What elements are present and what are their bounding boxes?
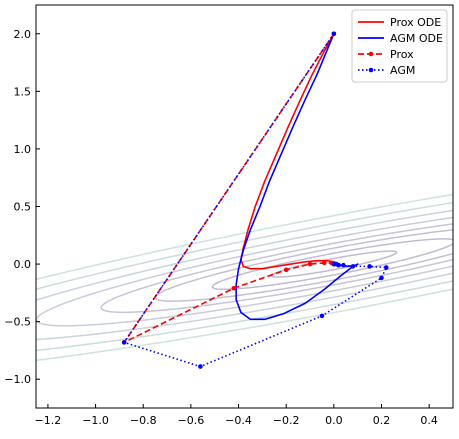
contour-level-6 [36, 209, 453, 341]
legend: Prox ODE AGM ODE Prox AGM [351, 9, 448, 83]
y-tick-label: −0.5 [4, 316, 31, 329]
series-point-agm [121, 340, 127, 345]
y-axis: −1.0 −0.5 0.0 0.5 1.0 1.5 2.0 [4, 28, 40, 386]
legend-label-agm: AGM [390, 64, 415, 77]
x-tick-label: −0.2 [273, 414, 300, 427]
legend-label-agm-ode: AGM ODE [390, 32, 443, 45]
x-tick-label: 0.4 [420, 414, 438, 427]
contour-level-4 [100, 223, 453, 314]
x-tick-label: −0.6 [178, 414, 205, 427]
x-tick-label: −0.8 [130, 414, 157, 427]
series-point-agm [198, 364, 203, 369]
series-point-agm [341, 262, 346, 268]
series-point-agm [367, 264, 372, 269]
series-point-agm [383, 265, 389, 270]
contour-level-3 [154, 229, 453, 302]
contour-lines [36, 193, 453, 362]
y-tick-label: 1.5 [14, 85, 32, 98]
series-line-agm [123, 33, 388, 368]
legend-label-prox: Prox [390, 48, 414, 61]
y-tick-label: −1.0 [4, 373, 31, 386]
series-point-prox [307, 261, 313, 267]
x-tick-label: −0.4 [225, 414, 252, 427]
legend-label-prox-ode: Prox ODE [390, 16, 441, 29]
series-line-agm-ode [235, 33, 359, 321]
y-tick-label: 0.0 [14, 258, 32, 271]
series-point-prox [283, 267, 289, 273]
x-tick-label: −1.0 [82, 414, 109, 427]
series-line-prox-ode [240, 33, 338, 270]
series-point-agm [331, 261, 337, 267]
x-tick-label: −1.2 [35, 414, 62, 427]
legend-marker-agm [368, 67, 374, 73]
series-point-agm [350, 264, 356, 269]
series-point-agm [379, 275, 384, 281]
series-point-agm [319, 313, 325, 319]
contour-level-8 [36, 193, 453, 362]
contour-level-7 [36, 201, 453, 352]
series-layer [121, 31, 389, 369]
legend-box [351, 9, 448, 83]
contour-level-1 [270, 250, 398, 278]
y-tick-label: 0.5 [14, 201, 32, 214]
series-point-prox [231, 285, 237, 291]
x-tick-label: 0.0 [325, 414, 343, 427]
series-point-prox [322, 260, 327, 266]
contour-level-2 [211, 238, 453, 291]
y-tick-label: 2.0 [14, 28, 32, 41]
x-axis: −1.2 −1.0 −0.8 −0.6 −0.4 −0.2 0.0 0.2 0.4 [35, 404, 438, 427]
legend-marker-prox [368, 51, 374, 57]
y-tick-label: 1.0 [14, 143, 32, 156]
x-tick-label: 0.2 [373, 414, 391, 427]
series-point-agm [331, 31, 337, 37]
